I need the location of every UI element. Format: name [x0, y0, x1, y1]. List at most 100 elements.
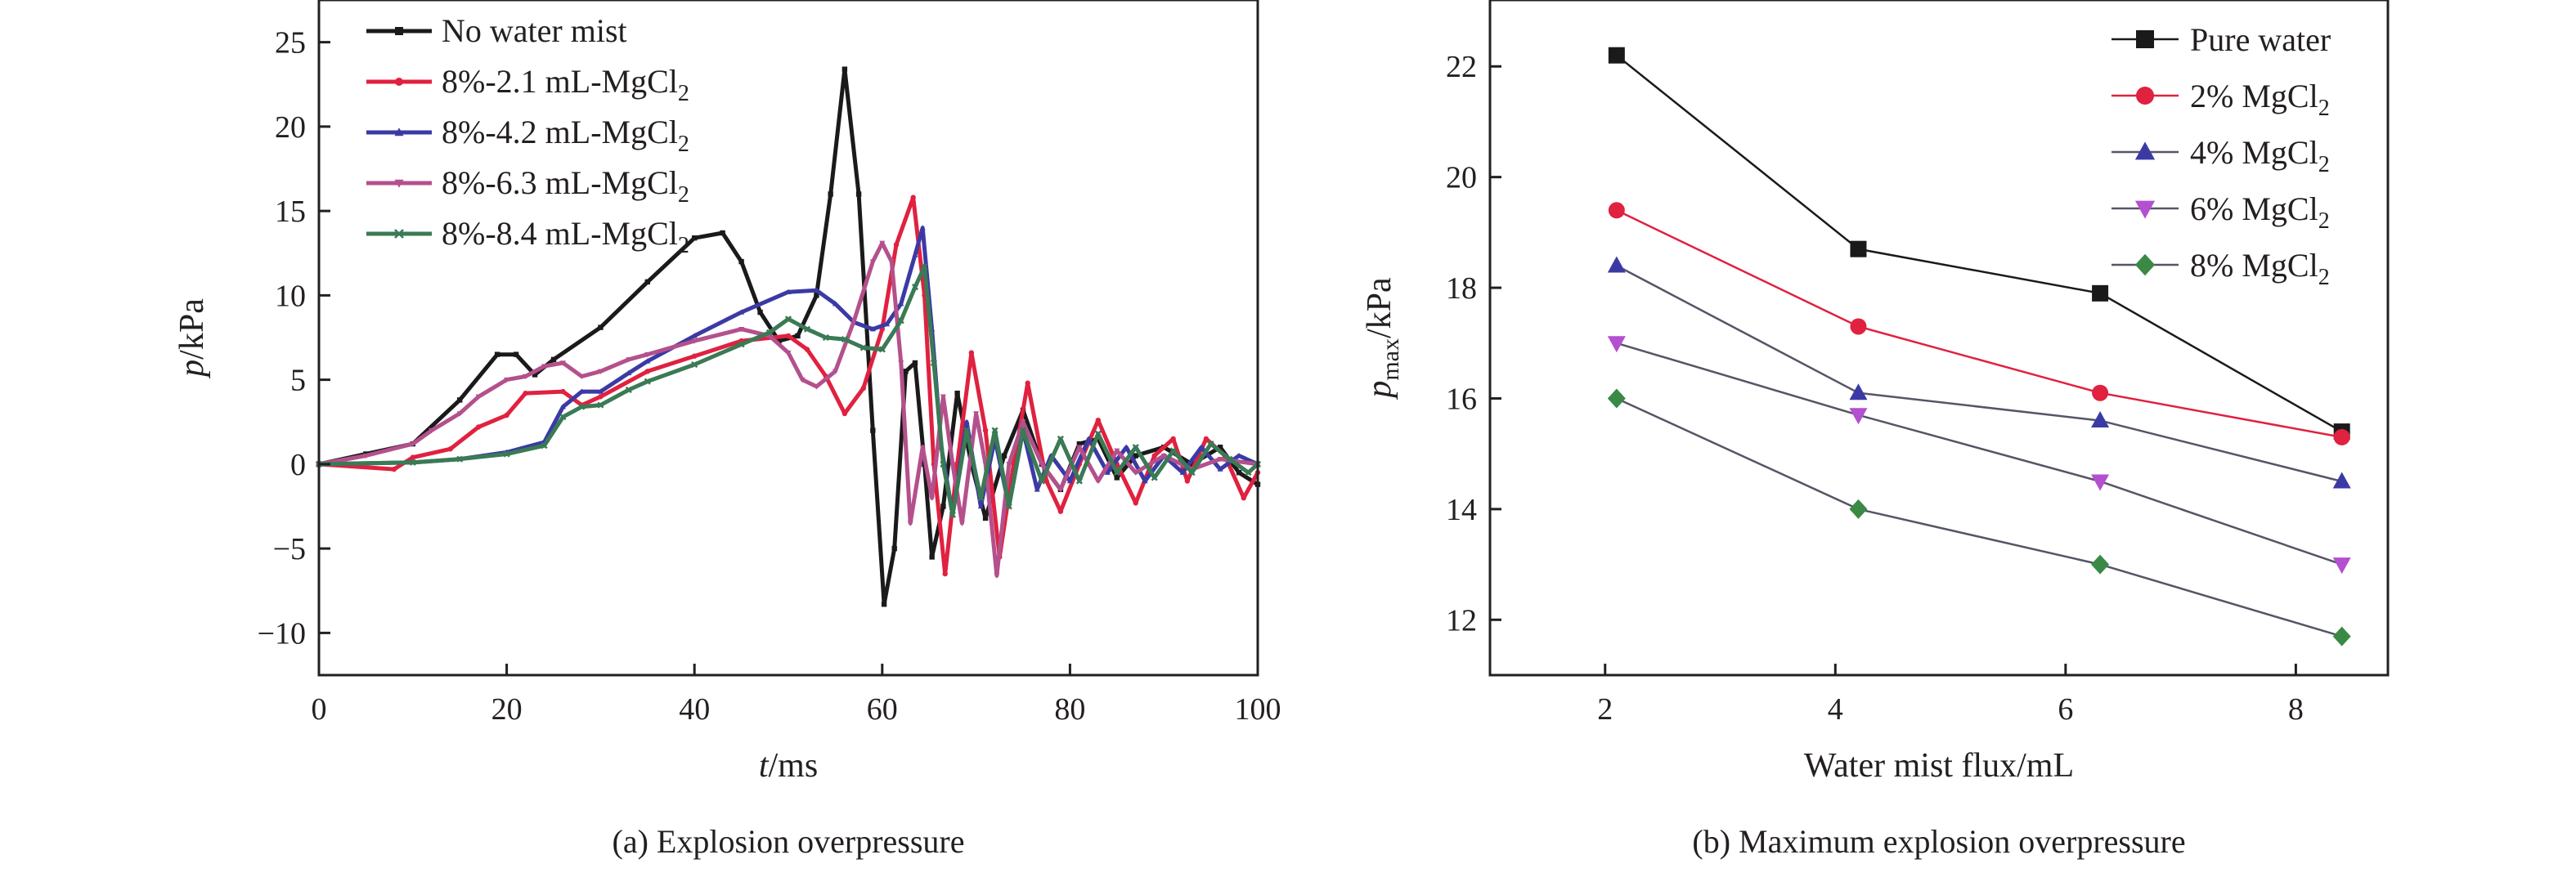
data-point-8-4-2-ml-mgcl2: [597, 388, 604, 394]
data-point-8-4-2-ml-mgcl2: [1217, 466, 1223, 472]
panel-a-plot-frame: [317, 0, 1259, 677]
panel-b-y-tick-label: 16: [1446, 382, 1477, 416]
data-point-8-8-4-ml-mgcl2: [841, 335, 848, 343]
legend-label-4-mgcl2: 4% MgCl2: [2190, 134, 2330, 177]
data-point-8-8-4-ml-mgcl2: [1019, 427, 1027, 434]
data-point-no-water-mist: [720, 230, 725, 236]
panel-b-y-tick-label: 20: [1446, 161, 1477, 195]
legend-marker-pure-water: [2136, 30, 2154, 48]
data-point-8-2-1-ml-mgcl2: [860, 385, 867, 392]
data-point-8-6-3-ml-mgcl2: [929, 495, 936, 501]
data-point-8-4-2-ml-mgcl2: [785, 289, 792, 294]
data-point-no-water-mist: [855, 191, 862, 197]
data-point-no-water-mist: [929, 554, 935, 560]
data-point-no-water-mist: [1217, 445, 1223, 450]
data-point-no-water-mist: [903, 369, 909, 374]
data-point-8-8-4-ml-mgcl2: [991, 427, 999, 434]
data-point-8-2-1-ml-mgcl2: [504, 412, 509, 418]
panel-a-x-tick-label: 40: [679, 692, 710, 727]
panel-b-x-tick-label: 8: [2288, 692, 2304, 727]
data-point-8-6-3-ml-mgcl2: [1133, 470, 1139, 476]
data-point-pure-water: [1850, 240, 1867, 257]
panel-b-y-tick-label: 22: [1446, 50, 1477, 84]
data-point-4-mgcl2: [2332, 472, 2351, 489]
data-point-8-2-1-ml-mgcl2: [1043, 478, 1049, 484]
data-point-8-6-3-ml-mgcl2: [456, 411, 463, 417]
data-point-8-8-4-ml-mgcl2: [738, 341, 745, 348]
data-point-8-4-2-ml-mgcl2: [691, 333, 698, 338]
series-line-4-mgcl2: [1616, 264, 2343, 483]
data-point-8-6-3-ml-mgcl2: [1020, 419, 1026, 425]
legend-marker-8-8-4-ml-mgcl2: [394, 229, 404, 239]
data-point-8-4-2-ml-mgcl2: [1085, 436, 1092, 441]
data-point-8-2-1-ml-mgcl2: [391, 466, 397, 472]
data-point-8-mgcl2: [1607, 388, 1626, 409]
legend-label-pure-water: Pure water: [2190, 21, 2331, 58]
data-point-8-6-3-ml-mgcl2: [362, 453, 369, 459]
data-point-pure-water: [1608, 47, 1625, 64]
data-point-8-6-3-ml-mgcl2: [973, 411, 980, 417]
data-point-8-4-2-ml-mgcl2: [977, 503, 984, 509]
data-point-no-water-mist: [912, 360, 918, 366]
data-point-8-4-2-ml-mgcl2: [1142, 477, 1148, 484]
data-point-8-6-3-ml-mgcl2: [832, 369, 838, 374]
data-point-8-4-2-ml-mgcl2: [1123, 444, 1129, 450]
data-point-2-mgcl2: [1608, 202, 1625, 219]
data-point-6-mgcl2: [1849, 408, 1868, 425]
data-point-8-4-2-ml-mgcl2: [1198, 444, 1205, 450]
panel-a-series-group: [315, 66, 1262, 607]
data-point-8-8-4-ml-mgcl2: [1005, 503, 1012, 510]
data-point-no-water-mist: [841, 66, 848, 72]
data-point-8-6-3-ml-mgcl2: [949, 462, 956, 468]
data-point-8-6-3-ml-mgcl2: [504, 377, 510, 383]
legend-label-2-mgcl2: 2% MgCl2: [2190, 78, 2330, 121]
data-point-8-6-3-ml-mgcl2: [1095, 478, 1102, 485]
data-point-8-6-3-ml-mgcl2: [940, 394, 946, 400]
data-point-8-2-1-ml-mgcl2: [982, 427, 989, 433]
data-point-8-6-3-ml-mgcl2: [907, 521, 913, 526]
data-point-8-2-1-ml-mgcl2: [1133, 500, 1138, 506]
panel-a-caption: (a) Explosion overpressure: [613, 823, 965, 860]
data-point-8-8-4-ml-mgcl2: [456, 455, 464, 463]
data-point-8-8-4-ml-mgcl2: [1057, 435, 1065, 442]
data-point-no-water-mist: [776, 338, 782, 344]
data-point-8-8-4-ml-mgcl2: [822, 333, 830, 342]
data-point-8-6-3-ml-mgcl2: [644, 351, 651, 358]
data-point-8-6-3-ml-mgcl2: [994, 573, 1000, 579]
panel-b-series-group: [1607, 47, 2351, 647]
data-point-no-water-mist: [982, 515, 989, 521]
data-point-8-6-3-ml-mgcl2: [799, 377, 806, 383]
data-point-8-6-3-ml-mgcl2: [888, 259, 895, 265]
panel-b: 2 4 6 8 12 14 16 18 20 22 Pure water 2% MgCl2 4% Mg…: [1361, 0, 2390, 860]
data-point-8-8-4-ml-mgcl2: [940, 460, 947, 468]
data-point-8-4-2-ml-mgcl2: [813, 287, 819, 293]
data-point-no-water-mist: [1076, 441, 1083, 447]
panel-a-x-axis-label: t/ms: [759, 747, 818, 785]
data-point-8-4-2-ml-mgcl2: [1104, 469, 1111, 475]
data-point-8-2-1-ml-mgcl2: [804, 347, 810, 352]
data-point-8-2-1-ml-mgcl2: [942, 570, 948, 577]
data-point-8-6-3-ml-mgcl2: [879, 240, 886, 247]
panel-b-legend: Pure water 2% MgCl2 4% MgCl2 6% MgCl2 8% MgC…: [2112, 21, 2331, 290]
data-point-8-2-1-ml-mgcl2: [692, 353, 698, 359]
panel-a-y-tick-label: 20: [275, 110, 306, 145]
data-point-8-8-4-ml-mgcl2: [503, 450, 510, 458]
data-point-4-mgcl2: [1607, 256, 1626, 273]
data-point-4-mgcl2: [1849, 383, 1868, 400]
data-point-8-6-3-ml-mgcl2: [958, 521, 965, 526]
panel-b-y-tick-label: 18: [1446, 271, 1477, 306]
data-point-8-8-4-ml-mgcl2: [1169, 447, 1177, 454]
data-point-8-6-3-ml-mgcl2: [1217, 456, 1223, 463]
data-point-8-6-3-ml-mgcl2: [869, 259, 876, 265]
data-point-8-2-1-ml-mgcl2: [1025, 380, 1030, 386]
data-point-8-2-1-ml-mgcl2: [598, 394, 604, 400]
data-point-8-4-2-ml-mgcl2: [1066, 477, 1073, 484]
data-point-no-water-mist: [598, 324, 604, 330]
legend-label-8-8-4-ml-mgcl2: 8%-8.4 mL-MgCl2: [442, 215, 689, 258]
data-point-6-mgcl2: [2332, 557, 2351, 575]
data-point-8-6-3-ml-mgcl2: [578, 374, 585, 380]
legend-marker-no-water-mist: [395, 27, 403, 35]
data-point-8-8-4-ml-mgcl2: [977, 494, 985, 502]
panel-b-x-tick-label: 4: [1828, 692, 1843, 727]
panel-a-legend: No water mist 8%-2.1 mL-MgCl2 8%-4.2 mL-Mg…: [366, 12, 689, 258]
